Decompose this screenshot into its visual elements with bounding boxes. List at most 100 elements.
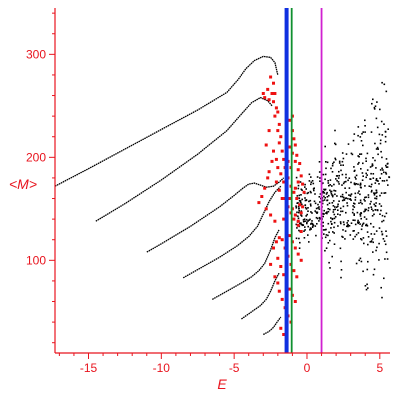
black-point	[359, 193, 361, 196]
black-point	[340, 195, 342, 198]
black-point	[352, 139, 355, 142]
black-point	[379, 194, 381, 197]
black-point	[375, 178, 378, 180]
black-point	[361, 202, 363, 205]
black-point	[319, 177, 321, 179]
black-point	[298, 208, 300, 210]
black-point	[358, 190, 360, 192]
red-point-31	[296, 223, 300, 227]
black-point	[375, 167, 377, 169]
black-point	[322, 225, 324, 227]
black-point	[372, 226, 375, 228]
black-point	[354, 192, 357, 195]
black-point	[349, 198, 351, 200]
black-point	[385, 212, 388, 215]
red-point-51	[276, 256, 280, 260]
black-point	[378, 259, 380, 261]
black-point	[377, 153, 379, 156]
black-point	[321, 202, 324, 205]
black-point	[375, 195, 378, 198]
black-curve-4	[182, 185, 282, 279]
black-point	[362, 162, 364, 165]
black-point	[323, 199, 326, 201]
black-point	[297, 202, 299, 204]
black-point	[324, 236, 327, 239]
black-point	[326, 199, 329, 201]
black-point	[344, 187, 346, 189]
black-point	[333, 243, 336, 245]
black-point	[353, 133, 356, 135]
black-point	[318, 208, 321, 210]
black-point	[353, 202, 355, 205]
black-point	[359, 136, 362, 138]
black-point	[331, 195, 334, 198]
black-point	[296, 211, 298, 214]
black-point	[331, 255, 333, 258]
black-point	[387, 184, 389, 186]
black-point	[365, 176, 367, 179]
black-point	[334, 158, 337, 161]
black-point	[366, 231, 369, 233]
black-point	[342, 196, 345, 199]
black-point	[357, 232, 360, 234]
black-point	[357, 126, 360, 128]
black-point	[326, 203, 329, 206]
black-point	[364, 119, 366, 122]
black-point	[381, 180, 384, 182]
black-point	[366, 174, 368, 176]
black-point	[318, 216, 321, 219]
black-point	[365, 288, 368, 291]
black-point	[362, 144, 364, 147]
black-point	[333, 226, 335, 229]
red-point-76	[295, 153, 299, 157]
black-point	[348, 225, 351, 227]
black-point	[333, 213, 336, 216]
black-point	[342, 236, 344, 238]
black-point	[385, 235, 388, 237]
black-point	[344, 238, 346, 240]
black-point	[365, 196, 367, 198]
black-point	[366, 152, 369, 155]
black-point	[364, 200, 366, 202]
black-point	[383, 123, 385, 125]
red-point-43	[296, 252, 300, 256]
black-point	[310, 211, 312, 213]
black-point	[299, 241, 301, 244]
black-point	[361, 223, 364, 226]
red-point-93	[296, 219, 300, 223]
black-point	[354, 235, 356, 238]
red-point-25	[295, 197, 299, 200]
black-point	[365, 160, 367, 162]
black-point	[367, 196, 370, 199]
red-point-88	[282, 180, 286, 184]
black-point	[359, 213, 361, 215]
black-point	[346, 222, 348, 224]
black-point	[359, 182, 362, 185]
black-point	[305, 218, 308, 221]
black-point	[313, 187, 315, 189]
black-point	[325, 247, 328, 249]
black-point	[362, 175, 364, 177]
black-point	[341, 195, 344, 198]
black-point	[373, 233, 376, 235]
black-point	[368, 185, 371, 187]
black-point	[308, 180, 311, 182]
black-point	[298, 199, 301, 202]
black-point	[319, 180, 321, 182]
black-point	[365, 208, 368, 211]
red-point-80	[302, 190, 306, 194]
black-point	[326, 191, 328, 194]
black-point	[337, 209, 339, 211]
black-point	[328, 261, 330, 264]
black-point	[376, 101, 378, 103]
black-point	[371, 208, 373, 210]
red-point-69	[257, 201, 261, 205]
black-point	[363, 242, 365, 245]
black-point	[353, 230, 355, 232]
black-point	[363, 198, 365, 201]
black-point	[353, 170, 356, 172]
black-point	[384, 215, 386, 218]
black-point	[384, 131, 387, 133]
black-point	[374, 197, 376, 200]
red-point-32	[299, 230, 303, 233]
